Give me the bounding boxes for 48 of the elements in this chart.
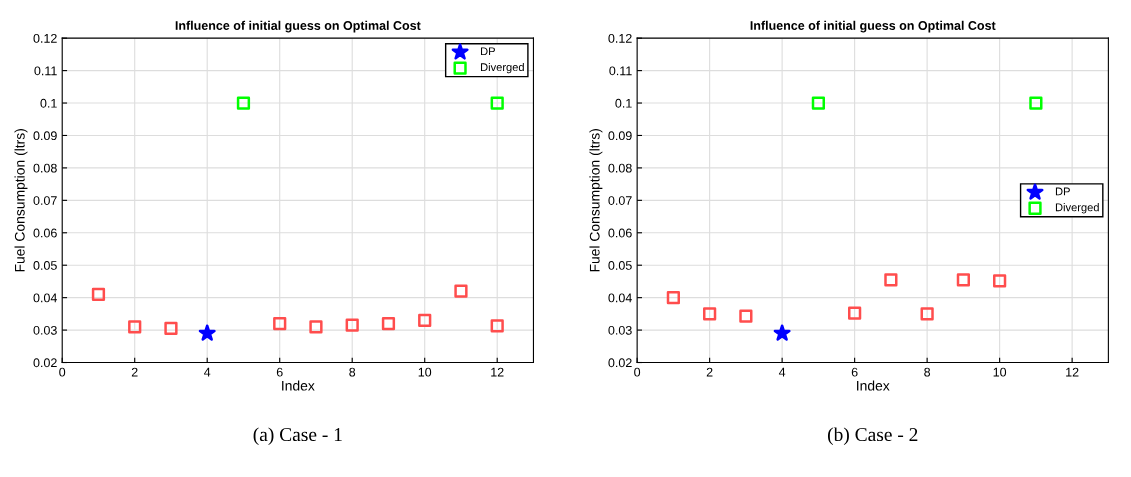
legend-label: DP bbox=[1055, 187, 1070, 196]
legend-label: Diverged bbox=[481, 62, 524, 74]
y-tick-label: 0.03 bbox=[33, 325, 57, 335]
text: (a) Case - 1 bbox=[253, 427, 342, 446]
x-tick-label: 10 bbox=[418, 367, 432, 377]
chart-title: Influence of initial guess on Optimal Cost bbox=[750, 20, 996, 33]
y-tick-label: 0.05 bbox=[608, 261, 632, 270]
y-tick-label: 0.12 bbox=[33, 33, 57, 43]
y-tick-label: 0.08 bbox=[608, 163, 632, 173]
x-tick-label: 8 bbox=[924, 367, 931, 377]
y-tick-label: 0.08 bbox=[33, 163, 57, 173]
legend-label: DP bbox=[481, 47, 495, 56]
x-tick-label: 2 bbox=[131, 367, 138, 377]
x-tick-label: 12 bbox=[491, 367, 504, 377]
y-tick-label: 0.04 bbox=[33, 293, 57, 303]
y-tick-label: 0.02 bbox=[608, 358, 632, 368]
y-tick-label: 0.06 bbox=[33, 228, 57, 238]
y-tick-label: 0.06 bbox=[608, 228, 632, 238]
y-tick-label: 0.1 bbox=[615, 98, 632, 108]
x-axis-title: Index bbox=[857, 380, 890, 391]
x-tick-label: 4 bbox=[778, 367, 786, 377]
x-tick-label: 10 bbox=[993, 367, 1007, 377]
x-tick-label: 12 bbox=[1066, 367, 1079, 377]
x-tick-label: 6 bbox=[276, 367, 283, 377]
y-axis-title: Fuel Consumption (ltrs) bbox=[14, 129, 28, 272]
y-tick-label: 0.11 bbox=[609, 66, 632, 76]
x-tick-label: 2 bbox=[706, 367, 713, 377]
y-tick-label: 0.04 bbox=[608, 293, 632, 303]
x-tick-label: 4 bbox=[204, 367, 211, 377]
y-tick-label: 0.05 bbox=[33, 261, 57, 270]
x-tick-label: 8 bbox=[349, 367, 356, 377]
chart-title: Influence of initial guess on Optimal Cost bbox=[175, 20, 421, 33]
y-tick-label: 0.1 bbox=[40, 98, 57, 108]
y-tick-label: 0.07 bbox=[608, 196, 632, 205]
x-tick-label: 0 bbox=[59, 367, 66, 377]
x-axis-title: Index bbox=[282, 380, 315, 391]
x-tick-label: 6 bbox=[851, 367, 858, 377]
legend-label: Diverged bbox=[1055, 203, 1099, 214]
y-tick-label: 0.02 bbox=[33, 358, 57, 368]
y-tick-label: 0.09 bbox=[33, 131, 57, 141]
x-tick-label: 0 bbox=[634, 367, 641, 377]
y-tick-label: 0.07 bbox=[33, 196, 57, 205]
y-tick-label: 0.11 bbox=[34, 66, 57, 76]
y-tick-label: 0.12 bbox=[608, 33, 632, 43]
text: (b) Case - 2 bbox=[827, 427, 918, 446]
y-axis-title: Fuel Consumption (ltrs) bbox=[589, 129, 603, 272]
y-tick-label: 0.03 bbox=[608, 325, 632, 335]
y-tick-label: 0.09 bbox=[608, 131, 632, 141]
